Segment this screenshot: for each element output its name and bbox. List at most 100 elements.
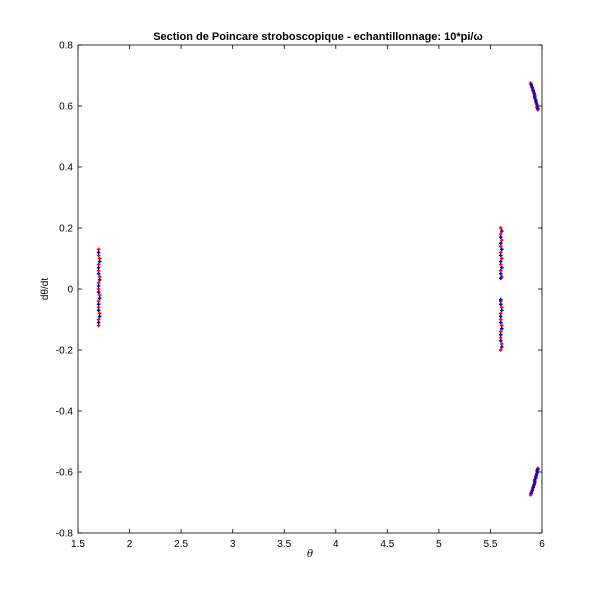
data-point bbox=[529, 82, 533, 87]
plot-area-frame bbox=[77, 44, 543, 534]
data-point bbox=[498, 329, 503, 334]
data-point bbox=[498, 235, 503, 239]
x-tick-label: 5.5 bbox=[483, 539, 497, 550]
chart-title: Section de Poincare stroboscopique - ech… bbox=[153, 31, 483, 43]
data-point bbox=[530, 488, 535, 493]
data-point bbox=[499, 256, 504, 261]
data-point bbox=[499, 265, 504, 270]
data-points bbox=[96, 81, 540, 497]
data-point bbox=[97, 259, 102, 264]
y-axis: -0.8 -0.6 -0.4 -0.2 0 0.2 0.4 0.6 0.8 bbox=[56, 41, 542, 540]
data-point bbox=[534, 476, 538, 480]
data-point bbox=[97, 293, 102, 297]
data-point bbox=[498, 339, 503, 343]
data-point bbox=[499, 229, 504, 233]
data-point bbox=[498, 297, 503, 302]
data-point bbox=[498, 336, 503, 340]
data-point bbox=[96, 305, 101, 310]
data-point bbox=[499, 342, 504, 346]
data-point bbox=[536, 106, 540, 111]
data-point bbox=[498, 244, 503, 249]
x-tick-label: 6 bbox=[539, 539, 545, 550]
data-point bbox=[96, 284, 101, 288]
data-point bbox=[498, 262, 503, 267]
data-point bbox=[532, 479, 537, 483]
y-tick-label: -0.2 bbox=[56, 346, 74, 357]
data-point bbox=[532, 482, 537, 486]
data-point bbox=[498, 271, 503, 276]
data-point bbox=[532, 92, 537, 96]
x-tick-label: 2.5 bbox=[174, 539, 188, 550]
data-point bbox=[96, 268, 101, 273]
x-tick-label: 2 bbox=[127, 539, 133, 550]
data-point bbox=[498, 226, 503, 230]
y-tick-label: 0.4 bbox=[59, 163, 73, 174]
y-tick-label: -0.6 bbox=[56, 468, 74, 479]
data-point bbox=[97, 256, 102, 261]
data-point bbox=[531, 485, 536, 490]
data-point bbox=[499, 308, 504, 313]
data-point bbox=[96, 302, 101, 307]
data-point bbox=[96, 281, 101, 285]
data-point bbox=[96, 262, 101, 267]
data-point bbox=[499, 238, 504, 242]
data-point bbox=[498, 241, 503, 246]
data-point bbox=[96, 299, 101, 303]
data-point bbox=[498, 348, 503, 352]
data-point bbox=[97, 314, 102, 319]
data-point bbox=[498, 253, 503, 258]
data-point bbox=[498, 276, 503, 281]
data-point bbox=[534, 101, 539, 105]
data-point bbox=[529, 491, 533, 496]
data-point bbox=[97, 275, 102, 279]
data-point bbox=[498, 332, 503, 337]
data-point bbox=[96, 250, 101, 255]
data-point bbox=[498, 311, 503, 316]
x-axis-label: θ bbox=[307, 549, 313, 560]
y-axis-label: dθ/dt bbox=[40, 278, 51, 300]
data-point bbox=[96, 287, 101, 291]
data-point bbox=[96, 317, 101, 322]
data-point bbox=[498, 268, 503, 273]
y-tick-label: 0 bbox=[67, 285, 73, 296]
data-point bbox=[498, 302, 503, 307]
data-point bbox=[534, 473, 539, 477]
x-tick-label: 5 bbox=[436, 539, 442, 550]
y-tick-label: 0.2 bbox=[59, 224, 73, 235]
data-point bbox=[96, 253, 101, 258]
data-point bbox=[530, 85, 535, 90]
data-point bbox=[531, 88, 536, 93]
data-point bbox=[499, 326, 504, 331]
data-point bbox=[498, 259, 503, 264]
x-tick-label: 3.5 bbox=[277, 539, 291, 550]
data-point bbox=[96, 308, 101, 313]
data-point bbox=[96, 271, 101, 276]
x-tick-label: 4 bbox=[333, 539, 339, 550]
y-tick-label: -0.4 bbox=[56, 407, 74, 418]
x-tick-label: 4.5 bbox=[380, 539, 394, 550]
y-tick-label: -0.8 bbox=[56, 529, 74, 540]
data-point bbox=[499, 247, 504, 252]
data-point bbox=[499, 323, 504, 328]
data-point bbox=[536, 467, 540, 472]
data-point bbox=[499, 305, 504, 310]
data-point bbox=[97, 311, 102, 316]
data-point bbox=[97, 296, 102, 300]
data-point bbox=[96, 323, 101, 328]
data-point bbox=[498, 320, 503, 325]
data-point bbox=[498, 232, 503, 236]
data-point bbox=[499, 345, 504, 349]
data-point bbox=[96, 290, 101, 294]
data-point bbox=[498, 317, 503, 322]
data-point bbox=[532, 95, 537, 99]
data-point bbox=[97, 278, 102, 282]
x-tick-label: 3 bbox=[230, 539, 236, 550]
data-point bbox=[498, 314, 503, 319]
x-axis: 1.5 2 2.5 3 3.5 4 4.5 5 5.5 6 bbox=[71, 45, 545, 550]
data-point bbox=[96, 320, 101, 325]
data-point bbox=[96, 247, 101, 252]
y-tick-label: 0.8 bbox=[59, 41, 73, 52]
y-tick-label: 0.6 bbox=[59, 102, 73, 113]
data-point bbox=[498, 250, 503, 255]
